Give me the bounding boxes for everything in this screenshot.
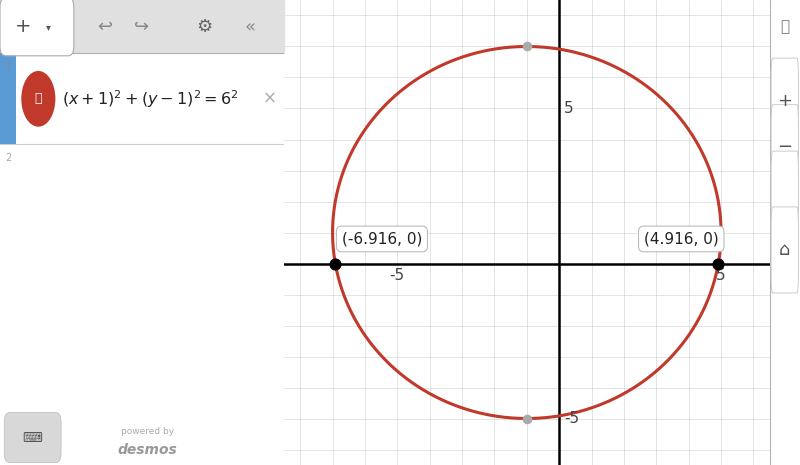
Text: desmos: desmos <box>118 443 178 457</box>
Text: ⌨: ⌨ <box>22 431 42 445</box>
Bar <box>0 53 16 144</box>
Bar <box>0 0 284 53</box>
FancyBboxPatch shape <box>4 412 61 463</box>
Text: ⚙: ⚙ <box>197 18 213 36</box>
Text: 🔧: 🔧 <box>780 19 790 34</box>
Point <box>712 260 725 267</box>
Text: 𝓝: 𝓝 <box>34 93 42 105</box>
FancyBboxPatch shape <box>771 58 798 144</box>
Circle shape <box>22 71 55 126</box>
Text: -5: -5 <box>390 268 405 283</box>
Point <box>329 260 342 267</box>
Text: powered by: powered by <box>121 427 174 436</box>
Text: (-6.916, 0): (-6.916, 0) <box>342 232 422 246</box>
FancyBboxPatch shape <box>0 0 74 56</box>
Text: ↪: ↪ <box>134 18 150 36</box>
Text: (4.916, 0): (4.916, 0) <box>644 232 718 246</box>
Text: 2: 2 <box>6 153 12 163</box>
Text: 5: 5 <box>564 101 574 116</box>
Bar <box>0 53 284 144</box>
Text: ↩: ↩ <box>98 18 113 36</box>
Text: 5: 5 <box>716 268 726 283</box>
Text: $(x+1)^2+(y-1)^2=6^2$: $(x+1)^2+(y-1)^2=6^2$ <box>62 88 239 110</box>
FancyBboxPatch shape <box>771 105 798 191</box>
Text: −: − <box>778 139 792 156</box>
Point <box>521 415 534 422</box>
Text: +: + <box>14 17 31 36</box>
Text: ▾: ▾ <box>46 22 50 32</box>
Point <box>521 43 534 50</box>
Text: -5: -5 <box>564 411 579 426</box>
FancyBboxPatch shape <box>771 151 798 237</box>
Text: ⌂: ⌂ <box>779 241 790 259</box>
Text: «: « <box>245 18 255 36</box>
Text: +: + <box>778 92 792 110</box>
FancyBboxPatch shape <box>771 207 798 293</box>
Text: ×: × <box>263 90 277 108</box>
Text: 1: 1 <box>6 62 11 72</box>
